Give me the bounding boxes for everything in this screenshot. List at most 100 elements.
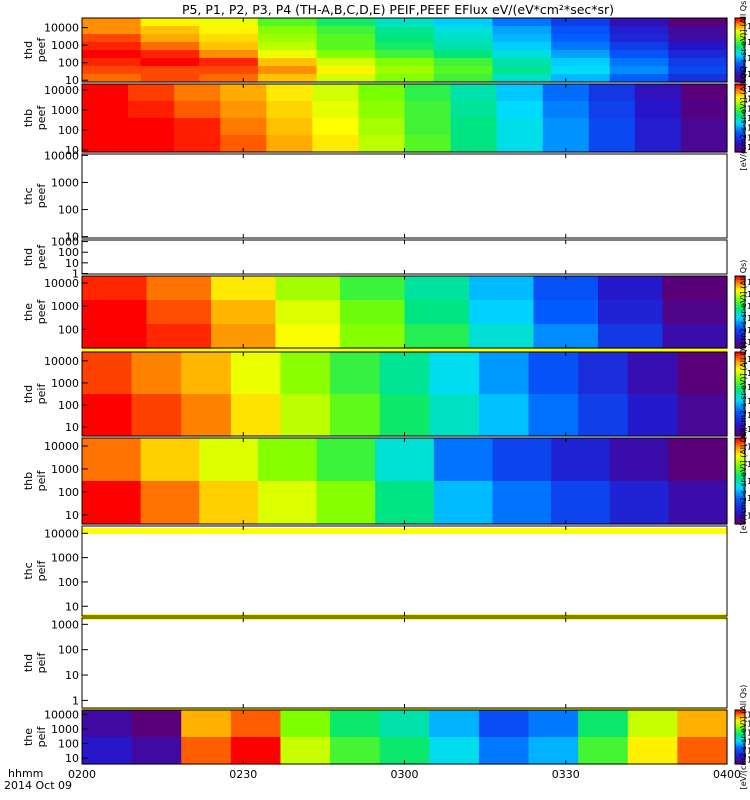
pixel-cell <box>404 276 470 301</box>
pixel-cell <box>140 58 200 67</box>
pixel-cell <box>609 34 669 43</box>
pixel-cell <box>358 101 406 119</box>
panel-frame <box>81 153 728 239</box>
panel-ylabel: thepeif <box>22 726 48 748</box>
colorbar-tick-label: 10³ <box>747 425 750 434</box>
pixel-cell <box>662 300 728 325</box>
colorbar-segment <box>735 295 745 299</box>
pixel-cell <box>668 26 728 35</box>
pixel-cell <box>598 324 664 349</box>
y-tick-label: 10000 <box>44 708 79 721</box>
colorbar-segment <box>735 356 745 359</box>
pixel-cell <box>316 18 376 27</box>
y-tick-label: 10000 <box>44 527 79 540</box>
pixel-cell <box>627 710 678 738</box>
pixel-cell <box>280 394 331 437</box>
pixel-cell <box>492 481 552 525</box>
colorbar-segment <box>735 423 745 427</box>
pixel-cell <box>375 34 435 43</box>
colorbar-segment <box>735 406 745 410</box>
pixel-cell <box>478 710 530 738</box>
pixel-cell <box>492 74 552 83</box>
pixel-cell <box>358 118 406 136</box>
colorbar-segment <box>735 502 745 506</box>
pixel-cell <box>404 84 452 102</box>
pixel-cell <box>199 18 259 27</box>
colorbar-tick-label: 10⁴ <box>747 747 750 756</box>
colorbar-segment <box>735 761 745 764</box>
y-tick-label: 1000 <box>51 377 79 390</box>
colorbar-label: [eV/(cm2-s-sr-eV)] (All Qs) <box>739 66 748 171</box>
colorbar-segment <box>735 326 745 329</box>
colorbar-segment <box>735 99 745 102</box>
pixel-cell <box>404 118 452 136</box>
colorbar-segment <box>735 712 745 715</box>
pixel-cell <box>375 18 435 27</box>
colorbar-segment <box>735 77 745 80</box>
pixel-cell <box>82 481 142 525</box>
pixel-cell <box>551 66 611 75</box>
y-tick-label: 10 <box>65 74 79 87</box>
y-tick-label: 10 <box>65 509 79 522</box>
colorbar-segment <box>735 121 745 124</box>
pixel-cell <box>680 135 728 153</box>
colorbar-segment <box>735 459 745 463</box>
colorbar-segment <box>735 750 745 753</box>
pixel-cell <box>668 66 728 75</box>
colorbar-segment <box>735 297 745 300</box>
colorbar-segment <box>735 303 745 306</box>
pixel-cell <box>140 66 200 75</box>
pixel-cell <box>551 438 611 482</box>
pixel-cell <box>668 438 728 482</box>
colorbar-segment <box>735 146 745 150</box>
colorbar-segment <box>735 489 745 493</box>
pixel-cell <box>677 710 728 738</box>
pixel-cell <box>450 101 498 119</box>
colorbar-segment <box>735 500 745 504</box>
pixel-cell <box>82 394 133 437</box>
pixel-cell <box>668 42 728 51</box>
colorbar-segment <box>735 324 745 327</box>
colorbar-tick-label: 10⁵ <box>747 314 750 323</box>
pixel-cell <box>330 737 381 765</box>
figure-title: P5, P1, P2, P3, P4 (TH-A,B,C,D,E) PEIF,P… <box>182 2 614 17</box>
pixel-cell <box>280 737 331 765</box>
pixel-cell <box>677 352 728 395</box>
pixel-cell <box>211 276 277 301</box>
colorbar-segment <box>735 27 745 30</box>
pixel-cell <box>131 394 182 437</box>
colorbar-segment <box>735 331 745 335</box>
pixel-cell <box>492 26 552 35</box>
pixel-cell <box>492 34 552 43</box>
pixel-cell <box>492 50 552 59</box>
colorbar-segment <box>735 737 745 739</box>
pixel-cell <box>542 84 590 102</box>
pixel-cell <box>588 135 636 153</box>
pixel-cell <box>429 737 480 765</box>
pixel-cell <box>533 300 599 325</box>
pixel-cell <box>330 394 381 437</box>
colorbar-segment <box>735 478 745 482</box>
panel-ylabel: thcpeef <box>22 183 48 209</box>
colorbar-segment <box>735 276 745 279</box>
colorbar-segment <box>735 129 745 133</box>
pixel-cell <box>358 135 406 153</box>
pixel-cell <box>199 34 259 43</box>
pixel-cell <box>528 394 579 437</box>
pixel-cell <box>128 84 175 102</box>
colorbar: 10³ 10⁴ 10⁵ 10⁶ 10⁷ 10⁸[eV/(cm2-s-sr-eV)] (Al… <box>734 260 750 364</box>
colorbar-tick-label: 10⁵ <box>747 738 750 747</box>
colorbar-segment <box>735 45 745 48</box>
colorbar-segment <box>735 50 745 53</box>
colorbar-segment <box>735 135 745 138</box>
y-tick-label: 10 <box>65 144 79 157</box>
panel-ylabel: thdpeef <box>22 37 48 63</box>
colorbar-segment <box>735 730 745 733</box>
pixel-cell <box>257 481 318 525</box>
pixel-cell <box>181 352 232 395</box>
pixel-cell <box>199 42 259 51</box>
y-tick-label: 1000 <box>51 39 79 52</box>
pixel-cell <box>340 324 406 349</box>
